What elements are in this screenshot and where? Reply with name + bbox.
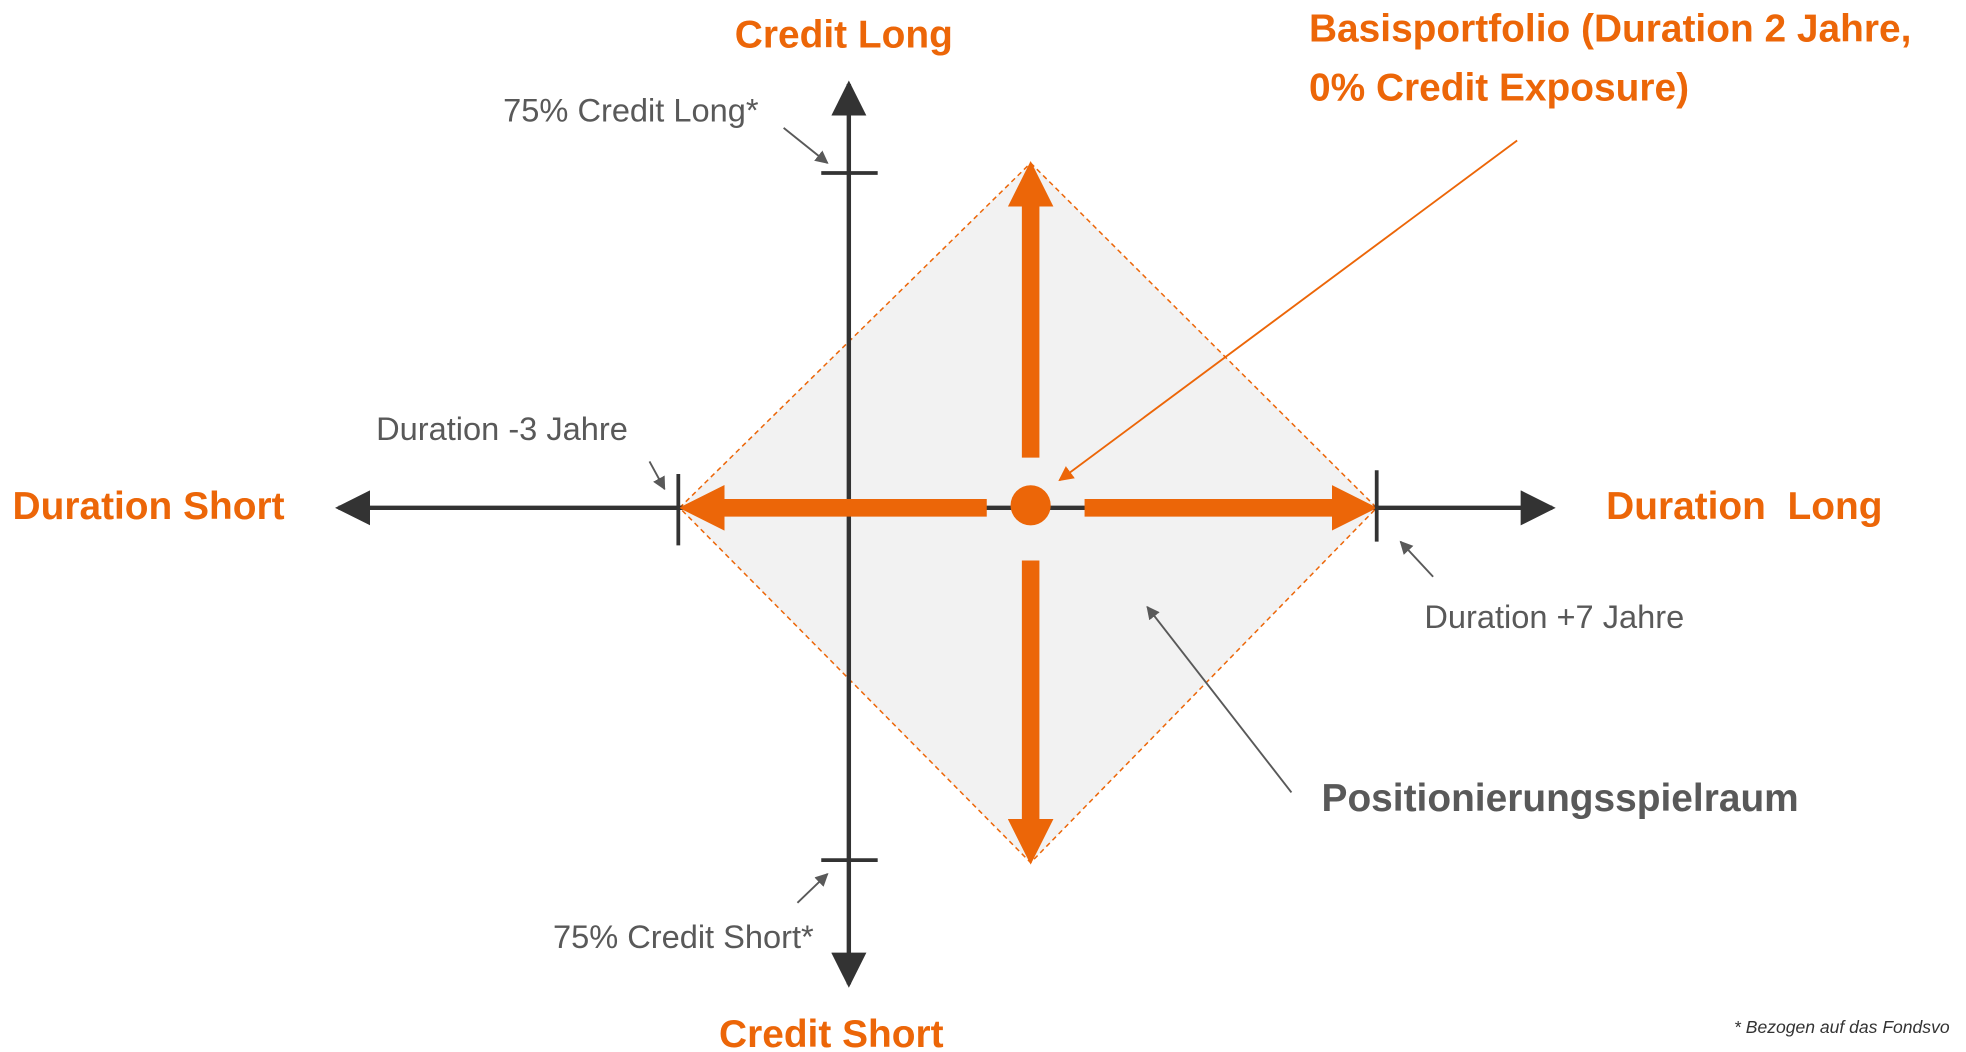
base-portfolio [1010, 485, 1051, 526]
leader-lines [648, 127, 1434, 904]
credit-long-tick: 75% Credit Long* [503, 92, 759, 129]
area-label: Positionierungsspielraum [1322, 777, 1799, 820]
right-label: Duration Long [1606, 485, 1882, 528]
left-label: Duration Short [13, 485, 285, 528]
callout-line1: Basisportfolio (Duration 2 Jahre, [1309, 7, 1911, 50]
footnote: * Bezogen auf das Fondsvo [1734, 1017, 1950, 1037]
title: Credit Long [735, 14, 953, 57]
duration-min-tick: Duration -3 Jahre [376, 410, 628, 447]
axis-ticks [676, 171, 1379, 863]
callout-line2: 0% Credit Exposure) [1309, 66, 1689, 109]
duration-max-tick: Duration +7 Jahre [1424, 598, 1684, 635]
bottom-label: Credit Short [719, 1013, 944, 1052]
callout-line [1058, 139, 1518, 482]
range-arrows [678, 161, 1378, 865]
credit-short-tick: 75% Credit Short* [553, 918, 814, 955]
